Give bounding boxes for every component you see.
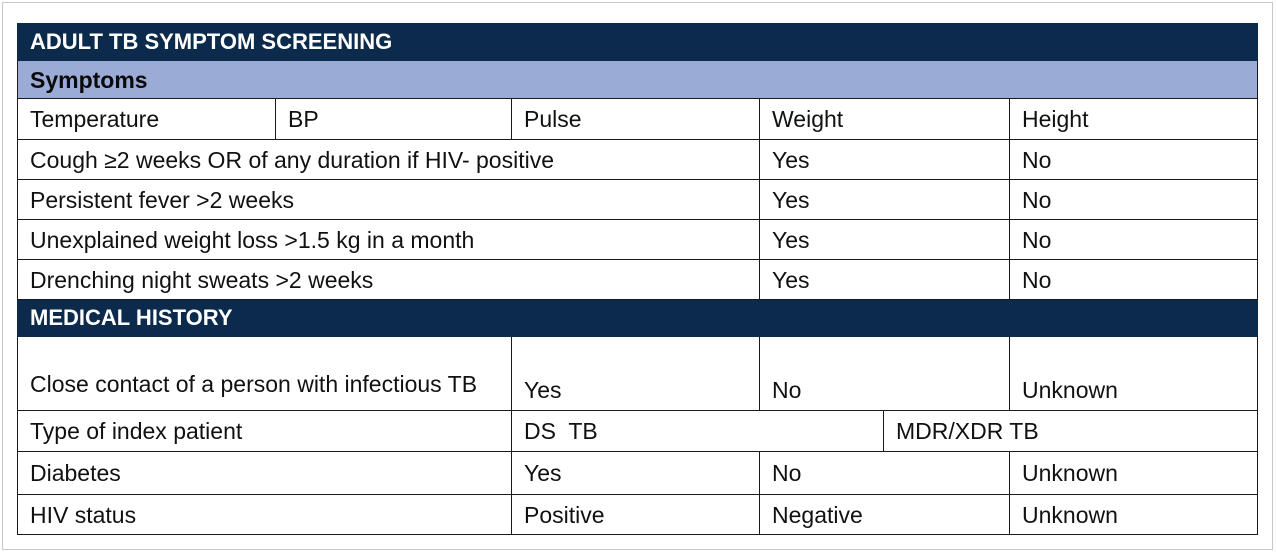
- hiv-unknown-option[interactable]: Unknown: [1008, 494, 1259, 535]
- close-contact-unknown-option[interactable]: Unknown: [1008, 336, 1259, 411]
- symptoms-header-row: Symptoms: [16, 60, 1259, 99]
- index-patient-label: Type of index patient: [17, 410, 512, 452]
- close-contact-label: Close contact of a person with infectiou…: [17, 336, 512, 411]
- hiv-status-label: HIV status: [17, 494, 512, 535]
- form-title-row: ADULT TB SYMPTOM SCREENING: [16, 23, 1259, 61]
- symptom-yes-option[interactable]: Yes: [759, 179, 1010, 220]
- diabetes-yes-option[interactable]: Yes: [511, 451, 760, 495]
- medical-history-title: MEDICAL HISTORY: [16, 299, 1259, 337]
- bp-field[interactable]: BP: [275, 98, 512, 140]
- diabetes-unknown-option[interactable]: Unknown: [1008, 451, 1259, 495]
- symptom-yes-option[interactable]: Yes: [759, 219, 1010, 260]
- symptom-row-cough: Cough ≥2 weeks OR of any duration if HIV…: [17, 139, 1259, 180]
- symptom-label: Unexplained weight loss >1.5 kg in a mon…: [17, 219, 760, 260]
- symptoms-header: Symptoms: [16, 60, 1259, 99]
- weight-field[interactable]: Weight: [759, 98, 1010, 140]
- index-patient-row: Type of index patient DS TB MDR/XDR TB: [17, 410, 1259, 452]
- medical-history-title-row: MEDICAL HISTORY: [16, 299, 1259, 337]
- close-contact-no-option[interactable]: No: [759, 336, 1010, 411]
- symptom-no-option[interactable]: No: [1008, 179, 1259, 220]
- diabetes-label: Diabetes: [17, 451, 512, 495]
- vitals-row: Temperature BP Pulse Weight Height: [17, 98, 1259, 140]
- index-patient-ds-tb-option[interactable]: DS TB: [511, 410, 884, 452]
- hiv-negative-option[interactable]: Negative: [759, 494, 1010, 535]
- symptom-no-option[interactable]: No: [1008, 219, 1259, 260]
- symptom-yes-option[interactable]: Yes: [759, 139, 1010, 180]
- index-patient-mdr-xdr-tb-option[interactable]: MDR/XDR TB: [882, 410, 1259, 452]
- hiv-status-row: HIV status Positive Negative Unknown: [17, 494, 1259, 535]
- symptom-label: Cough ≥2 weeks OR of any duration if HIV…: [17, 139, 760, 180]
- temperature-field[interactable]: Temperature: [17, 98, 276, 140]
- form-title: ADULT TB SYMPTOM SCREENING: [16, 23, 1259, 61]
- symptom-row-fever: Persistent fever >2 weeks Yes No: [17, 179, 1259, 220]
- close-contact-row: Close contact of a person with infectiou…: [17, 336, 1259, 411]
- symptom-label: Persistent fever >2 weeks: [17, 179, 760, 220]
- symptom-label: Drenching night sweats >2 weeks: [17, 259, 760, 300]
- hiv-positive-option[interactable]: Positive: [511, 494, 760, 535]
- close-contact-yes-option[interactable]: Yes: [511, 336, 760, 411]
- tb-screening-form: ADULT TB SYMPTOM SCREENING Symptoms Temp…: [16, 23, 1259, 535]
- diabetes-no-option[interactable]: No: [759, 451, 1010, 495]
- pulse-field[interactable]: Pulse: [511, 98, 760, 140]
- symptom-row-weight-loss: Unexplained weight loss >1.5 kg in a mon…: [17, 219, 1259, 260]
- symptom-row-night-sweats: Drenching night sweats >2 weeks Yes No: [17, 259, 1259, 300]
- diabetes-row: Diabetes Yes No Unknown: [17, 451, 1259, 495]
- height-field[interactable]: Height: [1008, 98, 1259, 140]
- symptom-no-option[interactable]: No: [1008, 139, 1259, 180]
- symptom-yes-option[interactable]: Yes: [759, 259, 1010, 300]
- symptom-no-option[interactable]: No: [1008, 259, 1259, 300]
